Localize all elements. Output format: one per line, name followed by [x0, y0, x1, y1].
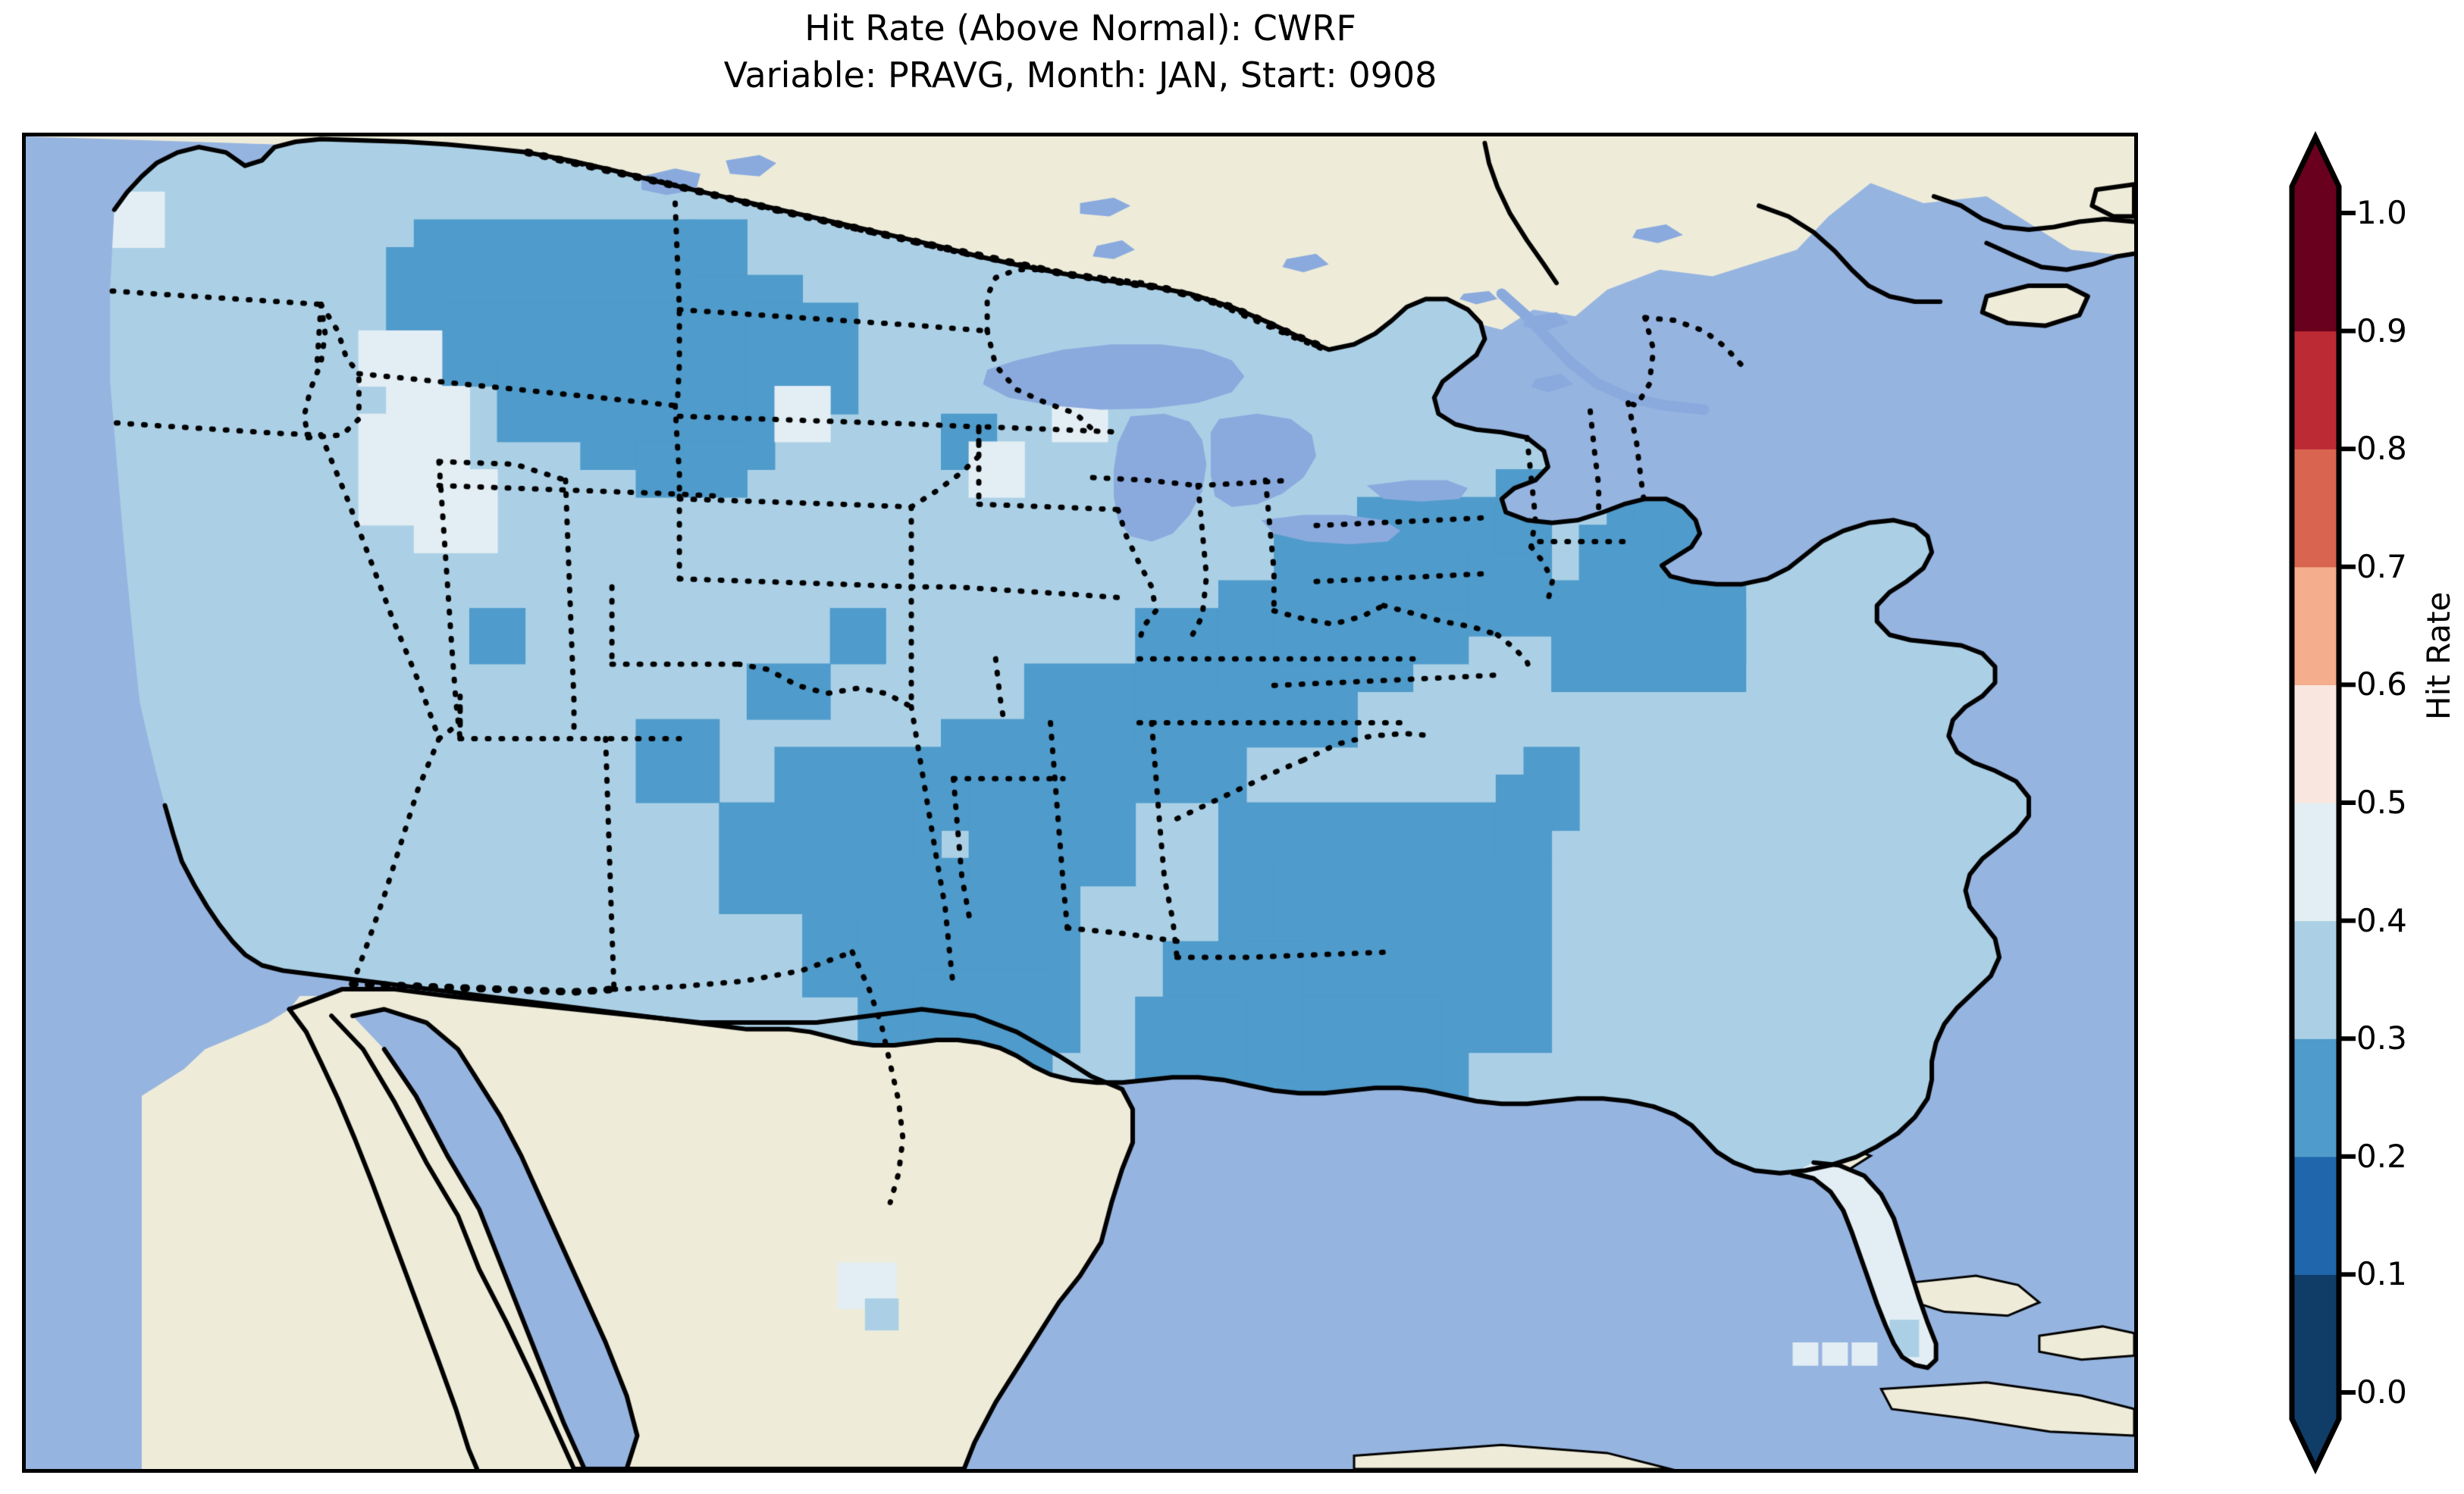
title-line-1: Hit Rate (Above Normal): CWRF: [804, 8, 1356, 49]
colorbar-tick-0-6: 0.6: [2356, 666, 2407, 703]
figure-title: Hit Rate (Above Normal): CWRF Variable: …: [0, 5, 2161, 99]
colorbar-tick-0-1: 0.1: [2356, 1255, 2407, 1293]
title-line-2: Variable: PRAVG, Month: JAN, Start: 0908: [723, 55, 1437, 96]
colorbar-tick-0-0: 0.0: [2356, 1373, 2407, 1411]
colorbar-tick-0-5: 0.5: [2356, 784, 2407, 821]
colorbar: [2289, 130, 2356, 1475]
colorbar-tick-1-0: 1.0: [2356, 194, 2407, 231]
map-axes: [22, 133, 2138, 1473]
colorbar-tick-0-4: 0.4: [2356, 901, 2407, 939]
colorbar-tick-0-3: 0.3: [2356, 1019, 2407, 1057]
colorbar-tick-0-8: 0.8: [2356, 430, 2407, 468]
colorbar-tick-labels: 0.0 0.1 0.2 0.3 0.4 0.5 0.6 0.7 0.8 0.9 1.0: [2356, 197, 2447, 1408]
colorbar-tick-0-2: 0.2: [2356, 1137, 2407, 1175]
hit-rate-heatmap: [26, 136, 2134, 1469]
colorbar-tick-0-9: 0.9: [2356, 312, 2407, 349]
colorbar-axis-label: Hit Rate: [2420, 591, 2457, 720]
colorbar-tick-0-7: 0.7: [2356, 547, 2407, 585]
colorbar-swatches: [2289, 130, 2356, 1475]
